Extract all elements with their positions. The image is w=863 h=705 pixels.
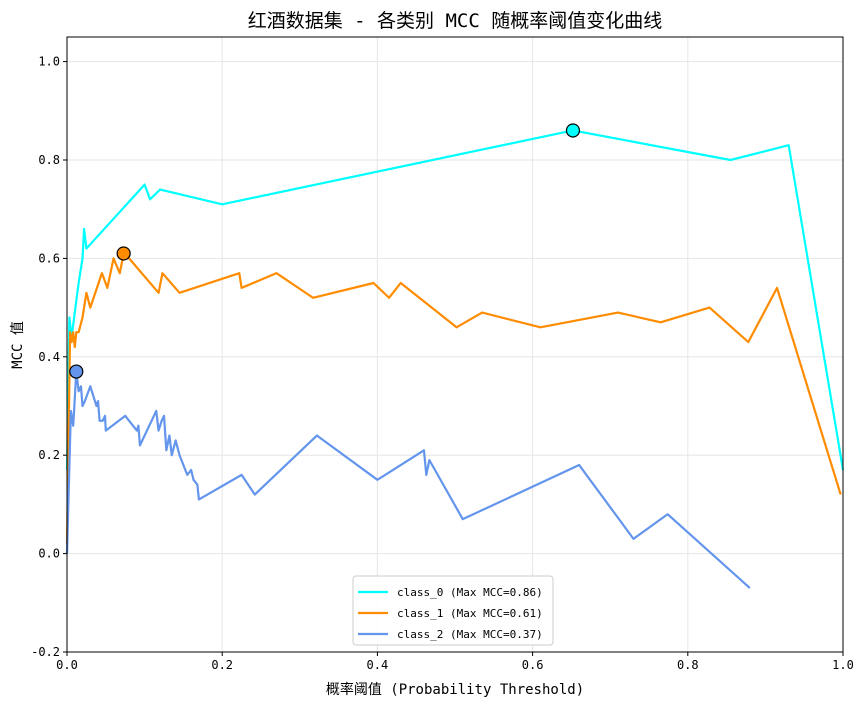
x-tick-label: 0.6 [522,658,544,672]
y-tick-label: 0.4 [38,350,60,364]
x-tick-label: 0.4 [367,658,389,672]
max-point-class_2 [69,364,84,379]
legend-label-class_1: class_1 (Max MCC=0.61) [397,607,543,620]
x-tick-label: 0.0 [56,658,78,672]
y-axis-title: MCC 值 [10,321,26,369]
plot-frame [66,36,844,653]
y-tick-label: 0.0 [38,547,60,561]
chart-title: 红酒数据集 - 各类别 MCC 随概率阈值变化曲线 [248,10,663,32]
legend-box [352,575,554,646]
x-tick-label: 0.8 [677,658,699,672]
series-line-class_0 [65,129,845,471]
axis-ticks: 0.0 0.2 0.4 0.6 0.8 1.0-0.20.00.20.40.60.81.0 [31,55,854,672]
y-tick-label: 0.6 [38,251,60,265]
max-point-class_1 [116,246,131,261]
x-axis-title: 概率阈值 (Probability Threshold) [326,681,584,698]
max-point-class_0 [565,123,581,138]
x-tick-label: 1.0 [832,658,854,672]
series-line-class_2 [65,370,751,589]
legend-label-class_0: class_0 (Max MCC=0.86) [397,586,543,599]
series-line-class_1 [65,252,842,544]
legend: class_0 (Max MCC=0.86) class_1 (Max MCC=0… [352,575,554,646]
max-markers [69,123,581,379]
y-tick-label: -0.2 [31,645,60,659]
y-tick-label: 1.0 [38,55,60,69]
series-lines [65,129,845,589]
y-tick-label: 0.2 [38,448,60,462]
grid [66,37,844,653]
x-tick-label: 0.2 [211,658,233,672]
legend-label-class_2: class_2 (Max MCC=0.37) [397,628,543,641]
y-tick-label: 0.8 [38,153,60,167]
